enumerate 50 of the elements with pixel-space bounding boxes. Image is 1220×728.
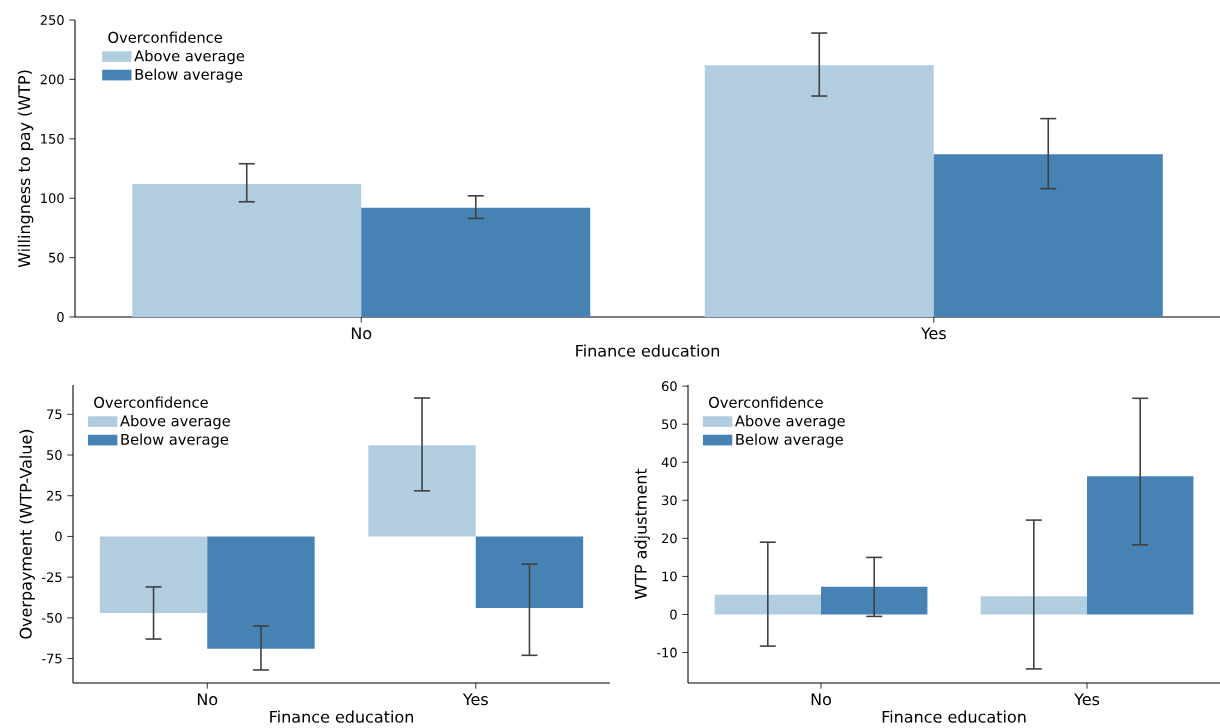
y-tick-label: 0 [55,531,62,542]
legend-title: Overconfidence [108,31,222,43]
legend-label: Below average [736,433,843,448]
y-axis-title: WTP adjustment [634,468,650,600]
x-tick-label: Yes [462,693,488,706]
x-tick-label: Yes [1074,693,1100,706]
y-tick-label: 30 [662,495,677,506]
bar [704,65,934,317]
x-tick-label: No [811,693,832,706]
y-tick-label: 100 [41,193,64,204]
bar [714,594,822,615]
bar [132,183,362,317]
y-tick-label: 150 [41,133,64,144]
y-tick-label: 200 [40,74,64,85]
y-axis-title: Willingness to pay (WTP) [17,70,34,268]
bar [1087,476,1194,615]
x-tick-label: Yes [920,327,946,340]
legend-label: Below average [135,68,243,83]
y-tick-label: 50 [47,450,62,460]
x-tick-label: No [351,327,372,340]
y-tick-label: 50 [662,419,677,430]
bar [821,586,928,615]
bar [980,596,1088,615]
y-tick-label: 250 [40,15,64,25]
y-tick-label: 75 [47,409,62,420]
legend-title: Overconfidence [709,396,823,408]
y-tick-label: 0 [670,609,677,620]
bar [933,154,1163,317]
bar [361,207,591,317]
y-tick-label: 25 [47,490,62,501]
legend-label: Above average [134,50,245,65]
y-tick-label: -75 [41,653,62,664]
y-tick-label: 10 [662,571,677,582]
y-tick-label: 0 [57,312,64,322]
y-tick-label: 50 [49,252,64,263]
y-tick-label: -50 [41,612,62,623]
x-tick-label: No [197,693,218,706]
y-tick-label: 40 [661,457,677,468]
y-tick-label: 20 [662,533,677,544]
y-axis-title: Overpayment (WTP-Value) [19,429,35,639]
y-tick-label: 60 [661,381,677,392]
legend-label: Above average [735,415,845,430]
x-axis-title: Finance education [576,344,720,357]
legend-label: Above average [120,415,230,430]
x-axis-title: Finance education [270,710,414,723]
legend-label: Below average [121,433,229,448]
x-axis-title: Finance education [882,710,1026,723]
legend-title: Overconfidence [94,396,208,408]
y-tick-label: -25 [41,572,62,583]
y-tick-label: -10 [657,647,677,658]
